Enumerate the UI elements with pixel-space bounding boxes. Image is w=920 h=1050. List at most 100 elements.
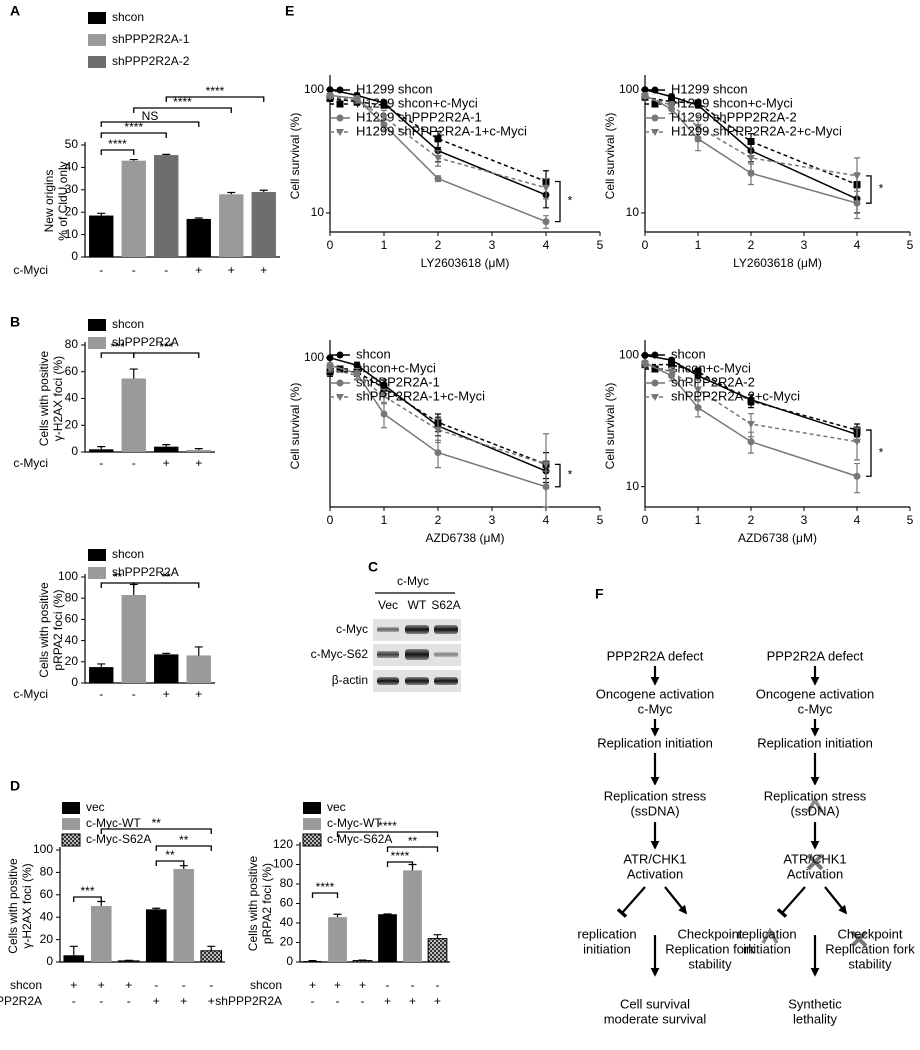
- legend-label: H1299 shPPP2R2A-2: [671, 109, 797, 124]
- condition-mark: -: [411, 978, 415, 992]
- y-axis-label: Cells with positive: [6, 858, 20, 954]
- diagram-node-text: Replication fork: [665, 941, 755, 956]
- y-tick-label: 20: [65, 417, 79, 431]
- significance-bracket: [165, 96, 265, 102]
- legend-label: shPPP2R2A: [112, 335, 179, 349]
- blot-group: c-Myc: [397, 574, 429, 588]
- bar: [378, 914, 397, 962]
- condition-mark: +: [70, 978, 77, 992]
- legend-swatch: [62, 802, 80, 814]
- marker: [641, 361, 649, 369]
- row-label: c-Myc-S62: [311, 647, 369, 661]
- legend-label: shPPP2R2A-2: [671, 374, 755, 389]
- significance-bracket: [155, 845, 212, 851]
- marker: [694, 99, 702, 107]
- error-bar: [97, 900, 106, 906]
- y-tick-label: 80: [65, 590, 79, 604]
- legend-label: shcon+c-Myci: [671, 360, 751, 375]
- legend-swatch: [88, 567, 106, 579]
- legend-label: shcon: [112, 547, 144, 561]
- significance-label: ****: [391, 849, 410, 863]
- x-tick-label: 5: [907, 513, 914, 527]
- legend-swatch: [88, 34, 106, 46]
- bar: [173, 869, 195, 962]
- condition-mark: +: [163, 687, 170, 701]
- axis: [84, 142, 280, 258]
- y-tick-label: 80: [280, 876, 294, 890]
- y-axis-label: New origins: [42, 170, 56, 233]
- bar: [219, 194, 244, 257]
- error-bar: [129, 158, 138, 161]
- bar: [154, 155, 179, 257]
- error-bar: [152, 907, 161, 910]
- significance-label: **: [165, 848, 175, 862]
- legend-marker: [336, 351, 344, 359]
- lane-label: S62A: [431, 598, 460, 612]
- y-tick-label: 80: [40, 865, 54, 879]
- condition-label: shPPP2R2A: [215, 994, 282, 1008]
- x-tick-label: 1: [381, 513, 388, 527]
- significance-label: **: [162, 570, 172, 584]
- y-axis-label: Cell survival (%): [603, 113, 617, 200]
- x-tick-label: 0: [327, 513, 334, 527]
- y-tick-label: 100: [304, 82, 324, 96]
- diagram-node-text: Oncogene activation: [596, 686, 715, 701]
- y-tick-label: 50: [65, 137, 79, 151]
- diagram-node-text: PPP2R2A defect: [607, 648, 704, 663]
- diagram-node-text: replication: [577, 926, 636, 941]
- up-mark: [806, 796, 824, 813]
- marker: [380, 384, 388, 392]
- bar: [117, 960, 140, 963]
- legend-marker: [336, 379, 344, 387]
- y-tick-label: 100: [33, 842, 53, 856]
- significance-label: ***: [110, 340, 124, 354]
- error-bar: [162, 153, 171, 156]
- legend-swatch: [88, 56, 106, 68]
- significance-bracket: [866, 175, 872, 204]
- diagram-node-text: Replication fork: [825, 941, 915, 956]
- condition-mark: -: [311, 994, 315, 1008]
- bar: [145, 909, 167, 962]
- inhibit: [776, 886, 806, 918]
- row-label: β-actin: [332, 673, 368, 687]
- x-tick-label: 5: [597, 238, 604, 252]
- condition-mark: -: [436, 978, 440, 992]
- x-tick-label: 4: [543, 513, 550, 527]
- x-tick-label: 2: [435, 238, 442, 252]
- y-tick-label: 60: [65, 364, 79, 378]
- significance-bracket: [100, 828, 212, 834]
- x-tick-label: 3: [801, 238, 808, 252]
- y-axis-label: Cell survival (%): [603, 383, 617, 470]
- bar: [186, 218, 211, 257]
- legend-label: c-Myc-WT: [86, 816, 141, 830]
- diagram-node-text: Oncogene activation: [756, 686, 875, 701]
- band: [405, 677, 429, 685]
- condition-mark: -: [154, 978, 158, 992]
- diagram-node-text: lethality: [793, 1011, 838, 1026]
- y-tick-label: 0: [46, 954, 53, 968]
- condition-mark: +: [309, 978, 316, 992]
- marker: [667, 102, 676, 110]
- condition-mark: -: [164, 263, 168, 277]
- y-axis-label: Cells with positive: [37, 350, 51, 446]
- y-tick-label: 40: [280, 915, 294, 929]
- diagram-node-text: replication: [737, 926, 796, 941]
- condition-mark: +: [195, 263, 202, 277]
- error-bar: [129, 368, 138, 379]
- marker: [434, 154, 442, 162]
- marker: [326, 354, 334, 362]
- error-bar: [433, 934, 442, 939]
- condition-label: shcon: [250, 978, 282, 992]
- diagram-node-text: ATR/CHK1: [623, 851, 686, 866]
- band: [434, 625, 458, 634]
- error-bar: [543, 433, 549, 508]
- significance-bracket: [386, 846, 439, 852]
- y-axis-label: γ-H2AX foci (%): [20, 863, 34, 948]
- panel-label: E: [285, 3, 294, 19]
- diagram-node-text: c-Myc: [798, 701, 833, 716]
- series-line: [329, 368, 547, 466]
- significance-label: ****: [206, 84, 225, 98]
- error-bar: [854, 157, 860, 204]
- y-axis-label: % of CldU only: [56, 161, 70, 240]
- condition-label: c-Myci: [13, 687, 48, 701]
